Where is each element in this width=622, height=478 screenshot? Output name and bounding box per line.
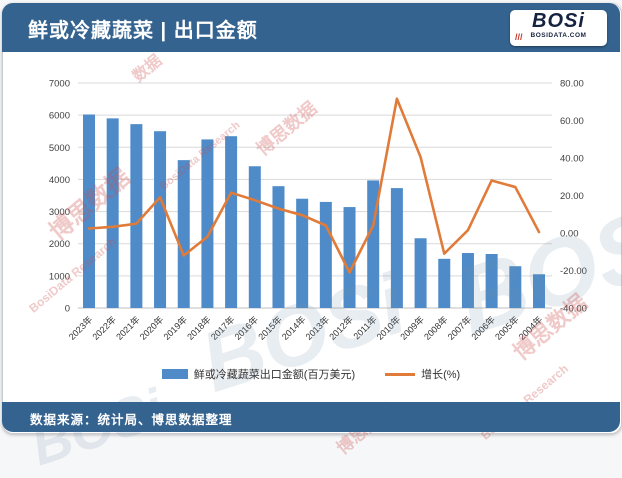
- x-axis-label-2004年: 2004年: [516, 314, 544, 342]
- right-axis-tick: 80.00: [560, 79, 584, 90]
- bar-2018年[interactable]: [201, 139, 214, 308]
- data-source-text: 数据来源：统计局、博思数据整理: [30, 413, 233, 427]
- bar-2023年[interactable]: [83, 114, 95, 309]
- legend-label-export-amount: 鲜或冷藏蔬菜出口金额(百万美元): [193, 369, 356, 381]
- left-axis-tick: 1000: [49, 271, 70, 282]
- bar-2013年[interactable]: [319, 201, 332, 308]
- right-axis-tick: -40.00: [560, 304, 587, 315]
- bar-2020年[interactable]: [154, 131, 167, 308]
- footer-bar: 数据来源：统计局、博思数据整理: [2, 402, 620, 432]
- x-axis-label-2021年: 2021年: [113, 314, 141, 342]
- bar-2008年[interactable]: [438, 258, 451, 308]
- left-axis-tick: 3000: [49, 207, 70, 218]
- bar-2015年[interactable]: [272, 186, 285, 308]
- bar-2021年[interactable]: [130, 124, 143, 309]
- logo-text: BOSi: [532, 10, 585, 32]
- x-axis-label-2016年: 2016年: [232, 314, 260, 342]
- bar-2009年[interactable]: [414, 238, 427, 308]
- chart-legend: 鲜或冷藏蔬菜出口金额(百万美元) 增长(%): [0, 363, 622, 385]
- left-axis-tick: 7000: [49, 79, 70, 90]
- growth-line[interactable]: [87, 97, 541, 274]
- line-series-swatch-icon: [385, 372, 416, 376]
- bar-2005年[interactable]: [509, 266, 522, 308]
- x-axis-label-2007年: 2007年: [445, 314, 473, 342]
- bar-2006年[interactable]: [485, 254, 498, 308]
- legend-item-export-amount[interactable]: 鲜或冷藏蔬菜出口金额(百万美元): [161, 366, 356, 382]
- legend-item-growth[interactable]: 增长(%): [385, 366, 460, 382]
- bar-2022年[interactable]: [106, 118, 119, 308]
- x-axis-label-2006年: 2006年: [469, 314, 497, 342]
- x-axis-label-2005年: 2005年: [492, 314, 520, 342]
- right-axis-tick: 20.00: [560, 191, 584, 202]
- logo-stripes-icon: ///: [515, 32, 523, 42]
- x-axis-label-2023年: 2023年: [66, 314, 94, 342]
- right-axis-tick: -20.00: [560, 266, 587, 277]
- x-axis-label-2017年: 2017年: [208, 314, 236, 342]
- bar-2014年[interactable]: [296, 198, 309, 308]
- bar-2010年[interactable]: [390, 188, 403, 308]
- right-axis-tick: 60.00: [560, 116, 584, 127]
- bar-2019年[interactable]: [177, 160, 190, 308]
- bar-series-swatch-icon: [161, 369, 188, 379]
- bar-2007年[interactable]: [461, 253, 474, 308]
- x-axis-label-2008年: 2008年: [421, 314, 449, 342]
- right-axis-tick: 0.00: [560, 229, 579, 240]
- page-title: 鲜或冷藏蔬菜 | 出口金额: [28, 20, 258, 42]
- x-axis-label-2012年: 2012年: [327, 314, 355, 342]
- left-axis-tick: 2000: [49, 239, 70, 250]
- x-axis-label-2011年: 2011年: [351, 314, 379, 342]
- chart-area: 7000 6000 5000 4000 3000 2000 1000 0 80.00 60.00 4…: [0, 52, 622, 363]
- left-axis-tick: 5000: [49, 143, 70, 154]
- bar-2004年[interactable]: [533, 274, 545, 308]
- bar-2016年[interactable]: [248, 166, 261, 308]
- bosi-logo: BOSi BOSIDATA.COM ///: [510, 10, 607, 46]
- logo-subtext: BOSIDATA.COM: [530, 32, 587, 39]
- x-axis-label-2014年: 2014年: [279, 314, 307, 342]
- x-axis-label-2013年: 2013年: [303, 314, 331, 342]
- chart-canvas: 7000 6000 5000 4000 3000 2000 1000 0 80.00 60.00 4…: [49, 79, 587, 342]
- legend-label-growth: 增长(%): [421, 369, 461, 381]
- x-axis-label-2018年: 2018年: [185, 314, 213, 342]
- x-axis-label-2015年: 2015年: [256, 314, 284, 342]
- x-axis-label-2019年: 2019年: [161, 314, 189, 342]
- header-bar: 鲜或冷藏蔬菜 | 出口金额 BOSi BOSIDATA.COM ///: [2, 3, 620, 52]
- x-axis-label-2009年: 2009年: [398, 314, 426, 342]
- left-axis-tick: 0: [65, 304, 70, 315]
- x-axis-label-2020年: 2020年: [137, 314, 165, 342]
- right-axis-tick: 40.00: [560, 154, 584, 165]
- left-axis-tick: 6000: [49, 111, 70, 122]
- x-axis-label-2022年: 2022年: [90, 314, 118, 342]
- left-axis-tick: 4000: [49, 175, 70, 186]
- bar-2017年[interactable]: [225, 136, 238, 308]
- bar-2012年[interactable]: [343, 207, 356, 308]
- x-axis-label-2010年: 2010年: [374, 314, 402, 342]
